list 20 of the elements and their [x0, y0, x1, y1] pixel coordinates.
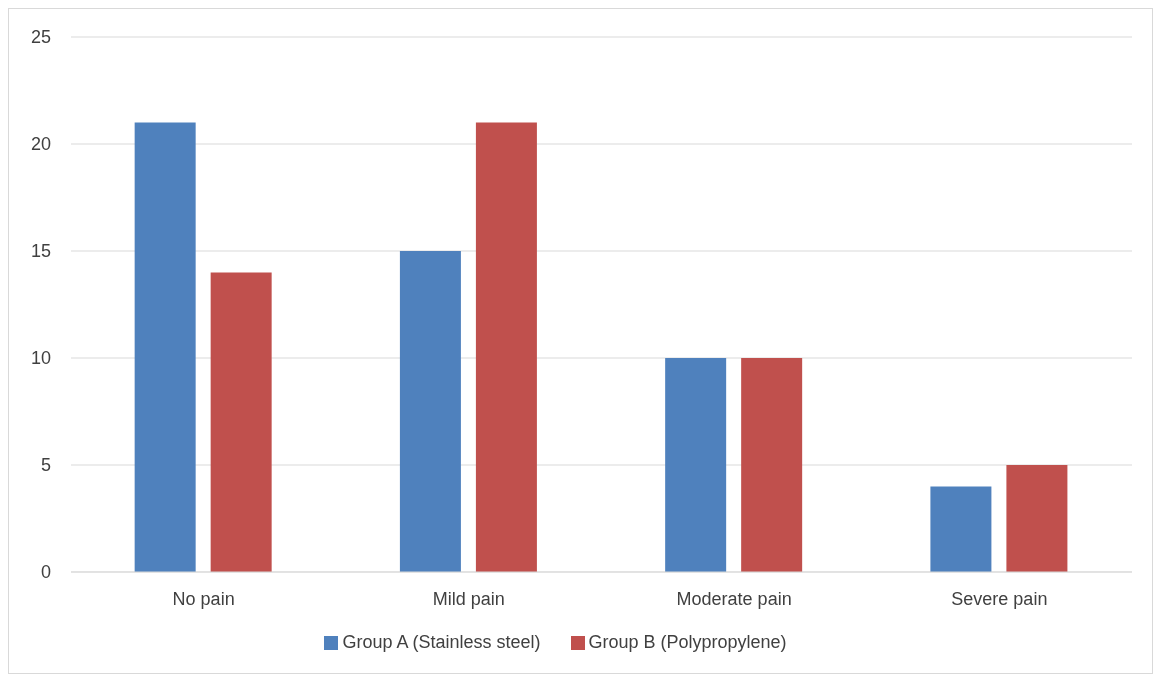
x-tick-label: Severe pain [951, 588, 1048, 609]
bar [134, 122, 196, 572]
y-tick-label: 15 [30, 241, 51, 262]
bar [1006, 465, 1068, 572]
bar [475, 122, 537, 572]
x-tick-label: Mild pain [432, 588, 505, 609]
y-tick-label: 0 [40, 562, 51, 583]
y-tick-label: 5 [40, 455, 51, 476]
x-tick-label: Moderate pain [676, 588, 792, 609]
y-tick-label: 20 [30, 134, 51, 155]
bar [930, 486, 992, 572]
bar [665, 358, 727, 572]
bar [210, 272, 272, 572]
legend-label: Group B (Polypropylene) [588, 632, 787, 652]
y-tick-label: 25 [30, 27, 51, 48]
y-tick-label: 10 [30, 348, 51, 369]
bar [399, 251, 461, 572]
x-tick-label: No pain [172, 588, 235, 609]
legend-label: Group A (Stainless steel) [342, 632, 541, 652]
bar [741, 358, 803, 572]
